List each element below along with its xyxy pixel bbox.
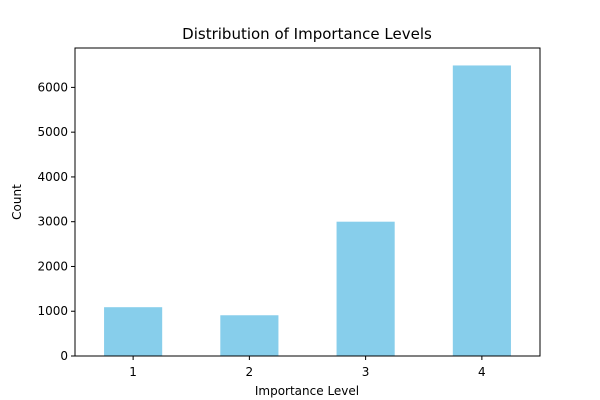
bar-4 [452, 65, 511, 357]
bar-2 [220, 315, 279, 356]
y-tick-label: 2000 [37, 259, 68, 273]
x-tick-label: 4 [478, 365, 486, 379]
y-tick-label: 3000 [37, 215, 68, 229]
chart-title: Distribution of Importance Levels [182, 25, 432, 43]
bars-group [104, 65, 511, 357]
y-tick-label: 0 [60, 349, 68, 363]
x-tick-label: 1 [129, 365, 137, 379]
y-axis: 0 1000 2000 3000 4000 5000 6000 [37, 80, 75, 363]
plot-frame [74, 47, 541, 357]
x-axis-label: Importance Level [255, 384, 359, 398]
x-tick-label: 3 [362, 365, 370, 379]
y-axis-label: Count [10, 184, 24, 220]
x-tick-label: 2 [246, 365, 254, 379]
bar-1 [104, 307, 163, 356]
y-tick-label: 1000 [37, 304, 68, 318]
bar-3 [336, 221, 395, 356]
y-tick-label: 5000 [37, 125, 68, 139]
y-tick-label: 4000 [37, 170, 68, 184]
x-axis: 1 2 3 4 [129, 356, 486, 379]
y-tick-label: 6000 [37, 80, 68, 94]
